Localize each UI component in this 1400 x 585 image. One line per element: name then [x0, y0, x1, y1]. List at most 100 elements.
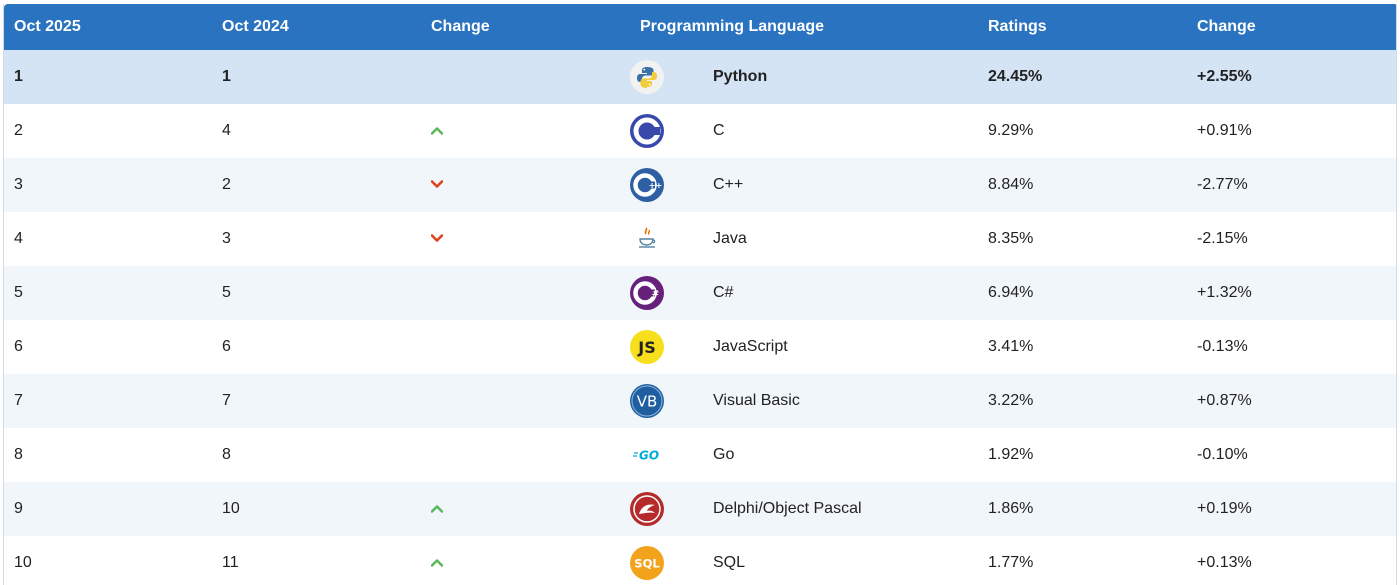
rank-previous: 2 [212, 158, 421, 212]
rank-current: 5 [4, 266, 212, 320]
csharp-icon: # [630, 276, 664, 310]
rating-change: -0.10% [1187, 428, 1396, 482]
rating-change: +0.91% [1187, 104, 1396, 158]
rank-current: 7 [4, 374, 212, 428]
cpp-icon: ++ [630, 168, 664, 202]
table-row: 4 3 Java 8.35% -2.15% [4, 212, 1396, 266]
rank-change-cell [421, 212, 630, 266]
language-name: SQL [713, 554, 746, 571]
rank-previous: 11 [212, 536, 421, 585]
rank-change-cell [421, 158, 630, 212]
language-cell: Java [630, 212, 978, 266]
rating-change: +2.55% [1187, 50, 1396, 104]
language-name: Java [713, 230, 747, 247]
go-icon: GO [630, 438, 664, 472]
sql-logo-text: SQL [634, 557, 660, 571]
rank-change-cell [421, 266, 630, 320]
python-icon [630, 60, 664, 94]
rank-down-arrow-icon [431, 234, 443, 243]
rating-value: 3.22% [978, 374, 1187, 428]
rating-value: 3.41% [978, 320, 1187, 374]
rank-previous: 10 [212, 482, 421, 536]
rank-change-cell [421, 104, 630, 158]
go-logo-text: GO [639, 449, 659, 463]
rank-up-arrow-icon [431, 504, 443, 513]
rating-value: 8.84% [978, 158, 1187, 212]
table-row: 7 7 VB Visual Basic 3.22% +0.87% [4, 374, 1396, 428]
language-cell: C [630, 104, 978, 158]
rating-change: +0.19% [1187, 482, 1396, 536]
rank-change-cell [421, 374, 630, 428]
rank-current: 8 [4, 428, 212, 482]
visual-basic-icon: VB [630, 384, 664, 418]
rank-current: 10 [4, 536, 212, 585]
table-row: 3 2 ++ C++ 8.84% -2.77% [4, 158, 1396, 212]
language-cell: ++ C++ [630, 158, 978, 212]
javascript-icon: JS [630, 330, 664, 364]
table-header-row: Oct 2025 Oct 2024 Change Programming Lan… [4, 4, 1396, 50]
delphi-icon [630, 492, 664, 526]
rank-up-arrow-icon [431, 126, 443, 135]
language-cell: JS JavaScript [630, 320, 978, 374]
language-name: Visual Basic [713, 392, 800, 409]
header-ratings[interactable]: Ratings [978, 4, 1187, 50]
rating-change: +1.32% [1187, 266, 1396, 320]
ranking-table-container: Oct 2025 Oct 2024 Change Programming Lan… [3, 4, 1397, 585]
language-name: Go [713, 446, 735, 463]
language-name: C# [713, 284, 734, 301]
rating-value: 1.77% [978, 536, 1187, 585]
language-name: C [713, 122, 725, 139]
language-ranking-table: Oct 2025 Oct 2024 Change Programming Lan… [4, 4, 1396, 585]
language-cell: GO Go [630, 428, 978, 482]
table-row: 8 8 GO Go 1.92% -0.10% [4, 428, 1396, 482]
language-cell: # C# [630, 266, 978, 320]
table-row: 10 11 SQL SQL 1.77% +0.13% [4, 536, 1396, 585]
javascript-logo-text: JS [637, 338, 655, 357]
rank-previous: 4 [212, 104, 421, 158]
header-rank-change[interactable]: Change [421, 4, 630, 50]
visual-basic-logo-text: VB [637, 393, 658, 411]
rating-value: 1.86% [978, 482, 1187, 536]
rating-change: +0.87% [1187, 374, 1396, 428]
rank-up-arrow-icon [431, 558, 443, 567]
rank-current: 3 [4, 158, 212, 212]
language-cell: Python [630, 50, 978, 104]
rank-down-arrow-icon [431, 180, 443, 189]
rank-current: 1 [4, 50, 212, 104]
rank-previous: 5 [212, 266, 421, 320]
rating-change: -0.13% [1187, 320, 1396, 374]
c-icon [630, 114, 664, 148]
sql-icon: SQL [630, 546, 664, 580]
language-name: Python [713, 68, 768, 85]
rank-previous: 8 [212, 428, 421, 482]
table-row: 2 4 C 9.29% +0.91% [4, 104, 1396, 158]
header-programming-language[interactable]: Programming Language [630, 4, 978, 50]
header-oct-2025[interactable]: Oct 2025 [4, 4, 212, 50]
header-rating-change[interactable]: Change [1187, 4, 1396, 50]
language-name: JavaScript [713, 338, 788, 355]
rating-value: 24.45% [978, 50, 1187, 104]
language-cell: SQL SQL [630, 536, 978, 585]
rank-current: 4 [4, 212, 212, 266]
rating-change: +0.13% [1187, 536, 1396, 585]
rank-change-cell [421, 428, 630, 482]
table-row: 1 1 Python 24.45% +2.55% [4, 50, 1396, 104]
rating-change: -2.15% [1187, 212, 1396, 266]
language-name: C++ [713, 176, 744, 193]
rank-change-cell [421, 482, 630, 536]
header-oct-2024[interactable]: Oct 2024 [212, 4, 421, 50]
rank-change-cell [421, 536, 630, 585]
rank-change-cell [421, 320, 630, 374]
rank-current: 9 [4, 482, 212, 536]
rank-change-cell [421, 50, 630, 104]
rating-change: -2.77% [1187, 158, 1396, 212]
java-icon [630, 222, 664, 256]
rank-current: 2 [4, 104, 212, 158]
rank-previous: 6 [212, 320, 421, 374]
rating-value: 8.35% [978, 212, 1187, 266]
rating-value: 6.94% [978, 266, 1187, 320]
rating-value: 1.92% [978, 428, 1187, 482]
svg-text:++: ++ [649, 181, 662, 190]
table-row: 9 10 Delphi/Object Pascal 1.86% +0.19% [4, 482, 1396, 536]
rank-previous: 7 [212, 374, 421, 428]
